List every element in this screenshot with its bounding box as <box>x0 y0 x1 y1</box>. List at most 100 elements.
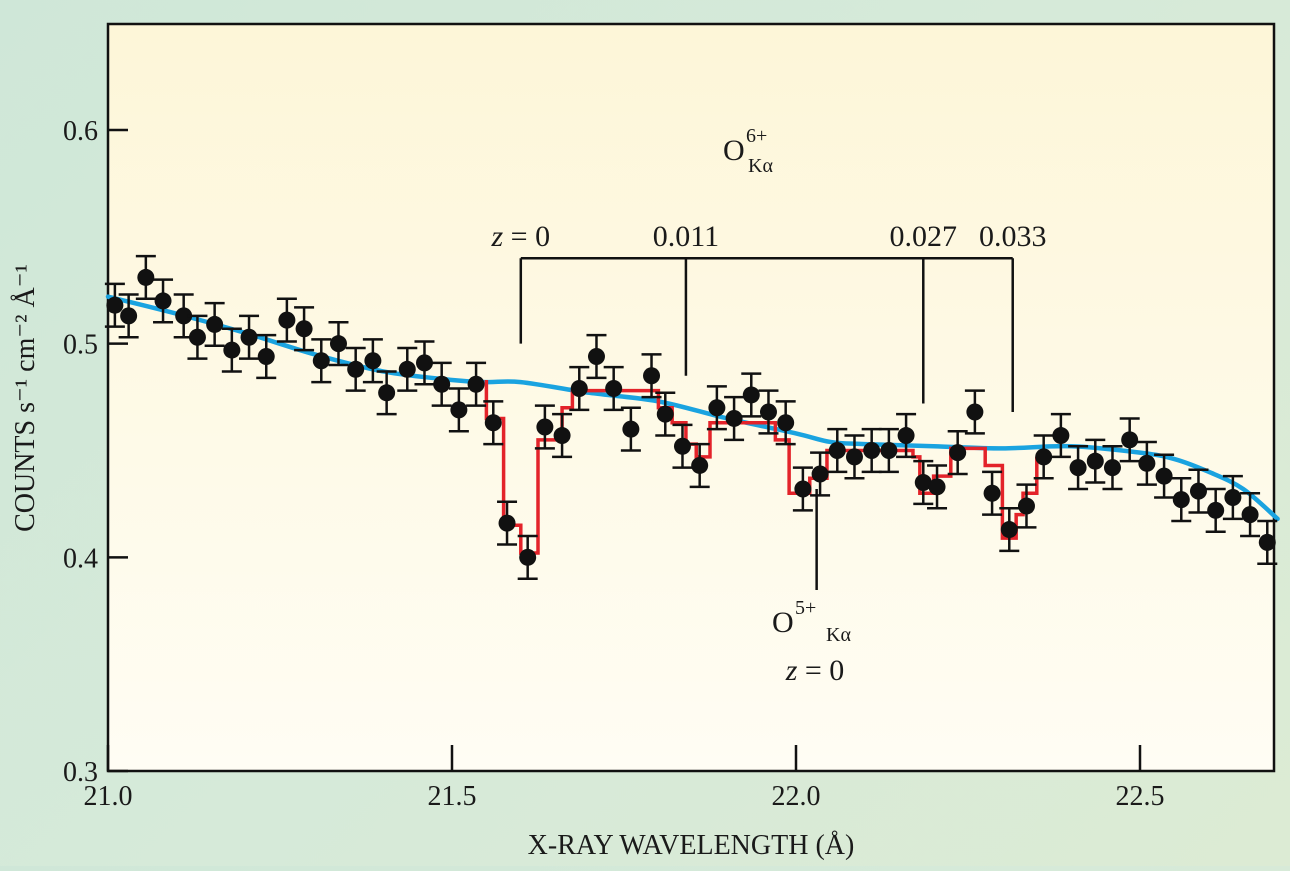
data-point <box>517 534 538 580</box>
data-point <box>153 278 174 324</box>
data-marker <box>914 474 932 492</box>
data-point <box>586 333 607 380</box>
data-point <box>239 314 260 360</box>
data-point <box>552 412 573 459</box>
data-marker <box>1189 482 1207 500</box>
data-marker <box>725 409 743 427</box>
data-marker <box>450 401 468 419</box>
data-point <box>913 459 934 506</box>
data-point <box>1068 444 1089 491</box>
data-marker <box>1000 521 1018 539</box>
data-point <box>448 387 469 433</box>
data-point <box>689 442 710 489</box>
data-marker <box>708 399 726 417</box>
data-marker <box>188 328 206 346</box>
data-marker <box>378 384 396 402</box>
data-point <box>328 321 349 367</box>
x-tick-label: 22.5 <box>1116 781 1165 812</box>
y-tick-label: 0.5 <box>63 330 98 361</box>
data-marker <box>570 380 588 398</box>
data-marker <box>622 420 640 438</box>
data-point <box>1102 444 1123 491</box>
data-point <box>861 427 882 474</box>
data-point <box>947 430 968 476</box>
data-marker <box>897 427 915 445</box>
o5-redshift-label: z = 0 <box>785 654 845 687</box>
data-marker <box>1086 452 1104 470</box>
data-point <box>1240 491 1261 538</box>
data-marker <box>223 341 241 359</box>
data-point <box>1222 474 1243 521</box>
data-marker <box>605 380 623 398</box>
data-marker <box>880 442 898 459</box>
data-marker <box>329 335 347 353</box>
data-point <box>758 389 779 435</box>
data-marker <box>673 437 691 455</box>
data-point <box>641 353 662 399</box>
data-marker <box>1138 454 1156 472</box>
y-tick-label: 0.4 <box>63 543 98 574</box>
data-marker <box>759 403 777 421</box>
o6-redshift-label: 0.011 <box>653 220 719 253</box>
data-marker <box>257 347 275 365</box>
o5-charge: 5+ <box>795 597 816 619</box>
data-marker <box>278 311 296 329</box>
data-point <box>775 400 796 446</box>
data-marker <box>484 414 502 432</box>
data-point <box>362 338 383 384</box>
data-point <box>1016 483 1037 529</box>
data-point <box>135 254 156 301</box>
data-marker <box>519 548 537 566</box>
data-marker <box>643 367 661 385</box>
data-point <box>311 338 332 384</box>
axes: 0.3 0.4 0.5 0.6 21.0 21.5 22.0 22.5 <box>63 116 1165 812</box>
data-point <box>1257 519 1278 565</box>
data-point <box>1033 434 1054 480</box>
o6-charge: 6+ <box>746 125 767 147</box>
data-point <box>497 500 518 546</box>
data-point <box>927 464 948 510</box>
data-point <box>792 466 813 512</box>
data-marker <box>742 386 760 404</box>
data-point <box>1136 440 1157 486</box>
data-marker <box>587 347 605 365</box>
data-marker <box>120 307 138 325</box>
data-marker <box>1241 506 1259 524</box>
data-marker <box>137 268 155 286</box>
x-tick-label: 21.5 <box>428 781 477 812</box>
data-marker <box>364 352 382 370</box>
data-marker <box>467 375 485 393</box>
data-point <box>256 333 277 380</box>
data-marker <box>398 360 416 378</box>
data-point <box>724 395 745 442</box>
data-point <box>204 301 225 348</box>
data-marker <box>845 448 863 466</box>
y-axis-label: COUNTS s⁻¹ cm⁻² Å⁻¹ <box>10 264 41 532</box>
o6-redshift-label: 0.033 <box>979 220 1047 253</box>
data-point <box>706 385 727 431</box>
data-point <box>655 391 676 437</box>
data-point <box>1119 417 1140 463</box>
o6-redshift-label: 0.027 <box>890 220 958 253</box>
data-point <box>620 406 641 452</box>
data-marker <box>1121 431 1139 449</box>
data-point <box>187 314 208 360</box>
data-point <box>276 297 297 343</box>
data-marker <box>928 478 946 496</box>
data-point <box>534 404 555 450</box>
data-point <box>376 370 397 416</box>
x-tick-label: 22.0 <box>772 781 821 812</box>
data-marker <box>966 403 984 421</box>
data-point <box>118 293 139 339</box>
data-point <box>431 361 452 407</box>
data-marker <box>811 465 829 483</box>
data-marker <box>949 444 967 462</box>
o6-line: Kα <box>748 155 773 177</box>
data-point <box>827 427 848 474</box>
data-marker <box>1207 501 1225 519</box>
data-point <box>999 506 1020 553</box>
data-point <box>672 423 693 469</box>
data-point <box>1188 468 1209 514</box>
data-marker <box>691 456 709 474</box>
o5-ion-label: O <box>772 606 794 639</box>
